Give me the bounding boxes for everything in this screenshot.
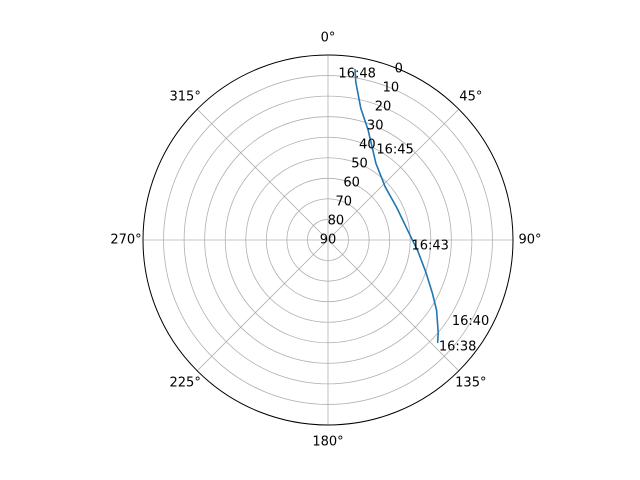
r-tick-label: 20 <box>375 100 392 115</box>
r-tick-label: 0 <box>395 62 403 77</box>
r-tick-label: 80 <box>328 214 345 229</box>
theta-tick-label: 90° <box>518 233 541 248</box>
theta-tick-label: 180° <box>312 435 343 450</box>
series-layer <box>354 68 439 344</box>
r-tick-label: 10 <box>383 81 400 96</box>
time-annotation: 16:48 <box>338 67 375 82</box>
grid-spoke-45 <box>327 108 460 241</box>
theta-tick-label: 0° <box>321 31 336 46</box>
grid-spoke-225 <box>196 239 329 372</box>
time-annotation: 16:45 <box>376 143 413 158</box>
series-line-0 <box>354 68 439 344</box>
grid-spoke-135 <box>327 239 460 372</box>
time-annotation: 16:38 <box>439 340 476 355</box>
r-tick-label: 90 <box>320 233 337 248</box>
grid-spoke-315 <box>196 108 329 241</box>
r-tick-label: 50 <box>351 157 368 172</box>
time-annotation: 16:40 <box>452 314 489 329</box>
r-tick-label: 60 <box>343 176 360 191</box>
label-layer: 0° 45° 90° 135° 180° 225° 270° 315° 0 10 20 30 40 50 6… <box>110 31 541 450</box>
polar-frame <box>142 54 514 426</box>
r-tick-label: 40 <box>359 138 376 153</box>
time-annotation: 16:43 <box>411 238 448 253</box>
theta-tick-label: 135° <box>455 375 486 390</box>
polar-grid <box>142 54 514 426</box>
r-tick-label: 70 <box>335 195 352 210</box>
theta-tick-label: 45° <box>459 90 482 105</box>
theta-tick-label: 270° <box>110 233 141 248</box>
theta-tick-label: 315° <box>170 90 201 105</box>
r-tick-label: 30 <box>367 119 384 134</box>
theta-tick-label: 225° <box>170 375 201 390</box>
